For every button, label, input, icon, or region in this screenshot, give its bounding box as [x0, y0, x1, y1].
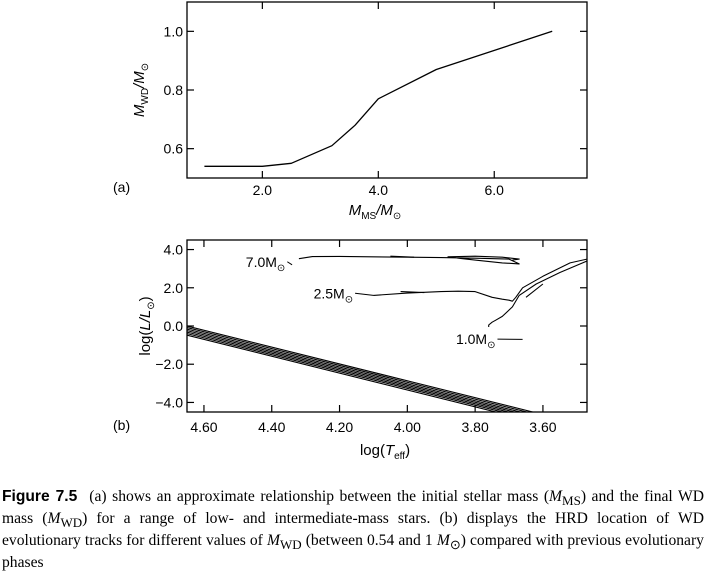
panel-b-evolution-track	[373, 259, 587, 301]
panel-b-ylabel-post: )	[137, 296, 154, 301]
panel-b-track-label: 7.0M⊙	[246, 254, 286, 274]
panel-b-xtick-label: 3.80	[462, 419, 489, 435]
panel-b-track-fragment	[401, 292, 425, 293]
panel-b-xtick-label: 4.40	[258, 419, 285, 435]
panel-a-ylabel-main: M	[131, 104, 148, 117]
caption-mwd-symbol: M	[47, 510, 60, 527]
caption-msun-symbol: M	[437, 532, 450, 549]
panel-b-track-label-sun: ⊙	[277, 263, 285, 274]
panel-b-ylabel-rest: /L	[137, 310, 154, 324]
panel-b-xtick-label: 3.60	[529, 419, 556, 435]
panel-b-ytick-label: −4.0	[155, 394, 183, 410]
panel-a-xtick-label: 2.0	[253, 182, 273, 198]
panel-b-xlabel-post: )	[405, 442, 410, 459]
panel-b-track-label-sun: ⊙	[487, 340, 495, 351]
panel-b-ylabel-pre: log(	[137, 331, 154, 356]
panel-b-xtick-label: 4.60	[190, 419, 217, 435]
caption-mms-symbol: M	[549, 488, 562, 505]
panel-a-ylabel: MWD/M⊙	[131, 63, 151, 117]
panel-b-xtick-label: 4.20	[326, 419, 353, 435]
panel-b-ylabel-sun: ⊙	[146, 301, 157, 309]
panel-b-xlabel-sub: eff	[394, 451, 405, 462]
panel-b-ytick-label: −2.0	[155, 356, 183, 372]
panel-b-track-fragment	[526, 284, 543, 297]
panel-a-series-line	[204, 31, 552, 166]
panel-b-track-label-mass: 1.0M	[456, 331, 487, 347]
panel-b-ylabel-main: L	[137, 322, 154, 330]
panel-b-track-label-mass: 2.5M	[314, 285, 345, 301]
panel-a-xlabel-sub: MS	[361, 211, 376, 222]
panel-a-ytick-label: 1.0	[164, 23, 184, 39]
panel-b-ytick-label: 4.0	[164, 242, 184, 258]
panel-b-ytick-label: 2.0	[164, 280, 184, 296]
panel-a-xlabel-main: M	[349, 202, 362, 219]
caption-mwd2-symbol: M	[267, 532, 280, 549]
panel-b-track-label-mass: 7.0M	[246, 254, 277, 270]
panel-b-track-leader	[287, 262, 292, 265]
panel-a-label: (a)	[113, 179, 130, 195]
panel-a-frame	[187, 2, 587, 178]
panel-a-ytick-label: 0.8	[164, 82, 184, 98]
figure-label: Figure 7.5	[2, 488, 77, 505]
panel-a-xlabel-rest: /M	[375, 202, 393, 219]
panel-b-evolution-track	[489, 261, 587, 327]
caption-mms-subscript: MS	[562, 493, 581, 508]
panel-b-track-label: 2.5M⊙	[314, 285, 354, 305]
panel-b-ytick-label: 0.0	[164, 318, 184, 334]
panel-b-xlabel-pre: log(	[360, 442, 385, 459]
panel-a-xlabel: MMS/M⊙	[349, 202, 402, 222]
panel-b-track-label-sun: ⊙	[345, 294, 353, 305]
caption-msun-subscript: ⊙	[450, 537, 461, 552]
panel-b-track-label: 1.0M⊙	[456, 331, 496, 351]
panel-b-wd-track	[187, 335, 533, 421]
caption-text-4: (between 0.54 and 1	[302, 532, 437, 549]
panel-a-ylabel-rest: /M	[131, 71, 148, 89]
caption-mwd2-subscript: WD	[280, 537, 302, 552]
panel-a-ylabel-sun: ⊙	[140, 63, 151, 71]
panel-b-xlabel: log(Teff)	[360, 442, 410, 462]
panel-b-ylabel: log(L/L⊙)	[137, 296, 157, 355]
panel-a-xtick-label: 6.0	[485, 182, 505, 198]
panel-a-xlabel-sun: ⊙	[393, 211, 401, 222]
figure-caption: Figure 7.5 (a) shows an approximate relat…	[2, 488, 704, 572]
caption-text-1: (a) shows an approximate relationship be…	[89, 488, 549, 505]
panel-b-track-leader	[355, 293, 373, 295]
panel-b-label: (b)	[113, 417, 130, 433]
panel-a-ytick-label: 0.6	[164, 141, 184, 157]
panel-b-xtick-label: 4.00	[394, 419, 421, 435]
panel-a-ylabel-sub: WD	[140, 88, 151, 105]
caption-mwd-subscript: WD	[60, 515, 82, 530]
panel-a-xtick-label: 4.0	[369, 182, 389, 198]
